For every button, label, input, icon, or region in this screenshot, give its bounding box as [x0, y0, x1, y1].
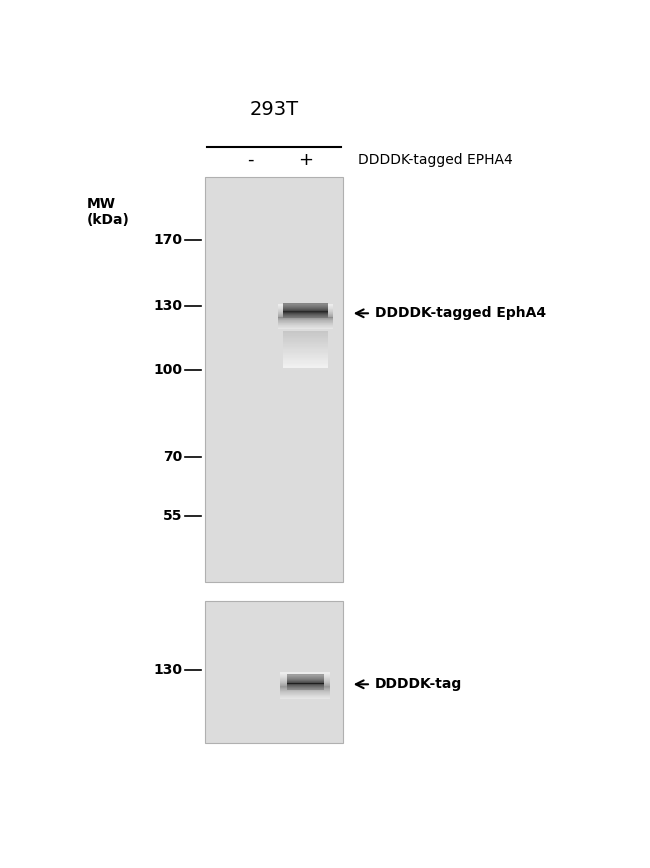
Bar — [283, 346, 328, 348]
Bar — [283, 342, 328, 343]
Text: MW
(kDa): MW (kDa) — [86, 196, 129, 227]
Bar — [283, 364, 328, 365]
Text: 130: 130 — [153, 663, 182, 677]
Bar — [205, 177, 343, 582]
Bar — [283, 333, 328, 334]
Text: 293T: 293T — [250, 100, 298, 119]
Bar — [283, 340, 328, 342]
Bar — [283, 336, 328, 337]
Bar — [283, 354, 328, 355]
Bar — [283, 339, 328, 340]
Bar — [283, 361, 328, 363]
Bar — [283, 331, 328, 332]
Bar — [283, 351, 328, 352]
Bar — [283, 332, 328, 333]
Bar — [205, 601, 343, 743]
Text: 130: 130 — [153, 299, 182, 312]
Bar — [283, 349, 328, 351]
Bar — [283, 348, 328, 349]
Bar — [283, 360, 328, 361]
Text: 70: 70 — [162, 450, 182, 464]
Bar — [283, 337, 328, 339]
Bar — [283, 357, 328, 358]
Text: +: + — [298, 151, 313, 168]
Bar — [283, 363, 328, 364]
Bar — [283, 352, 328, 353]
Text: -: - — [247, 151, 254, 168]
Text: 170: 170 — [153, 233, 182, 247]
Bar — [283, 358, 328, 359]
Bar — [283, 355, 328, 357]
Text: DDDDK-tagged EPHA4: DDDDK-tagged EPHA4 — [358, 153, 513, 167]
Text: 100: 100 — [153, 363, 182, 377]
Bar — [283, 345, 328, 346]
Bar — [283, 365, 328, 366]
Text: DDDDK-tagged EphA4: DDDDK-tagged EphA4 — [375, 306, 546, 320]
Text: 55: 55 — [162, 509, 182, 523]
Bar — [283, 366, 328, 367]
Bar — [283, 359, 328, 360]
Bar — [283, 334, 328, 336]
Bar — [283, 343, 328, 345]
Text: DDDDK-tag: DDDDK-tag — [375, 677, 462, 691]
Bar — [283, 353, 328, 354]
